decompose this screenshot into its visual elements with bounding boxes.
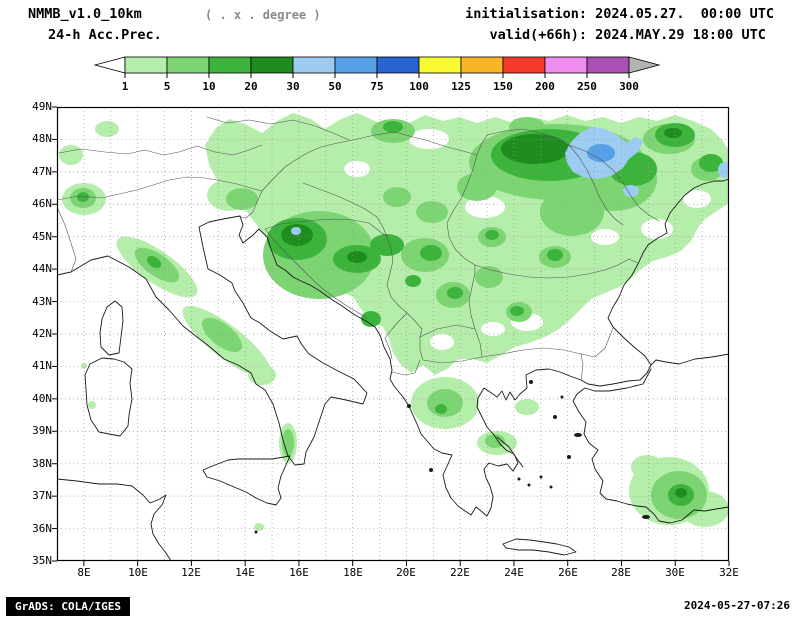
colorbar-segment (124, 56, 168, 74)
colorbar-segment (250, 56, 294, 74)
colorbar-label: 200 (535, 80, 555, 93)
valid-value: 2024.MAY.29 18:00 UTC (595, 27, 766, 43)
lon-label: 8E (77, 566, 91, 579)
init-label: initialisation: (465, 6, 587, 22)
colorbar-legend: 1 5 10 20 30 50 75 100 125 150 200 250 300 (93, 56, 661, 93)
colorbar-label: 30 (286, 80, 299, 93)
colorbar-label: 50 (328, 80, 341, 93)
lat-label: 45N (32, 230, 52, 243)
colorbar-label: 5 (164, 80, 171, 93)
lon-label: 18E (343, 566, 363, 579)
product-title: 24-h Acc.Prec. (48, 27, 162, 43)
map-frame (56, 106, 730, 562)
colorbar-label: 300 (619, 80, 639, 93)
weather-map (52, 106, 730, 566)
colorbar-segment (208, 56, 252, 74)
colorbar-label: 20 (244, 80, 257, 93)
colorbar-segment (460, 56, 504, 74)
colorbar-segment (502, 56, 546, 74)
lon-label: 30E (665, 566, 685, 579)
lat-label: 38N (32, 457, 52, 470)
lon-label: 14E (235, 566, 255, 579)
colorbar-label: 125 (451, 80, 471, 93)
grads-credit-badge: GrADS: COLA/IGES (6, 597, 130, 616)
lat-label: 43N (32, 295, 52, 308)
lat-label: 49N (32, 100, 52, 113)
dry-gaps (344, 129, 711, 350)
colorbar-segment (586, 56, 630, 74)
precip-50-75mm (587, 144, 615, 162)
lon-label: 24E (504, 566, 524, 579)
colorbar-label: 250 (577, 80, 597, 93)
lon-label: 28E (611, 566, 631, 579)
init-value: 2024.05.27. 00:00 UTC (595, 6, 774, 22)
colorbar-below-min-arrow (93, 56, 126, 74)
lon-label: 26E (558, 566, 578, 579)
small-islands (254, 380, 650, 534)
colorbar-segment (166, 56, 210, 74)
colorbar-segment (544, 56, 588, 74)
colorbar-label: 100 (409, 80, 429, 93)
creation-timestamp: 2024-05-27-07:26 (684, 599, 790, 612)
coastline (57, 116, 729, 561)
lat-label: 37N (32, 489, 52, 502)
lat-label: 47N (32, 165, 52, 178)
lon-label: 22E (450, 566, 470, 579)
colorbar-segment (334, 56, 378, 74)
lat-label: 40N (32, 392, 52, 405)
lat-label: 39N (32, 424, 52, 437)
lat-label: 46N (32, 197, 52, 210)
axis-ticks (52, 106, 730, 566)
lat-label: 44N (32, 262, 52, 275)
colorbar-label: 75 (370, 80, 383, 93)
colorbar-label: 150 (493, 80, 513, 93)
country-borders (57, 116, 660, 381)
lat-label: 35N (32, 554, 52, 567)
lat-label: 41N (32, 359, 52, 372)
colorbar-above-max-arrow (628, 56, 661, 74)
init-line: initialisation: 2024.05.27. 00:00 UTC (452, 6, 792, 22)
lon-label: 12E (181, 566, 201, 579)
colorbar-segment (376, 56, 420, 74)
lon-label: 16E (289, 566, 309, 579)
colorbar-label: 1 (122, 80, 129, 93)
lat-label: 48N (32, 132, 52, 145)
precip-20-30mm (281, 128, 687, 498)
lon-label: 20E (396, 566, 416, 579)
colorbar-segment (418, 56, 462, 74)
grid-lines (57, 107, 729, 561)
valid-label: valid(+66h): (489, 27, 587, 43)
lon-label: 10E (128, 566, 148, 579)
colorbar-label: 10 (202, 80, 215, 93)
lat-label: 42N (32, 327, 52, 340)
colorbar-segment (292, 56, 336, 74)
lat-label: 36N (32, 522, 52, 535)
precipitation-shading (59, 113, 729, 531)
valid-line: valid(+66h): 2024.MAY.29 18:00 UTC (452, 27, 792, 43)
model-title: NMMB_v1.0_10km (28, 6, 142, 22)
lon-label: 32E (719, 566, 739, 579)
grid-resolution-note: ( . x . degree ) (205, 8, 321, 22)
